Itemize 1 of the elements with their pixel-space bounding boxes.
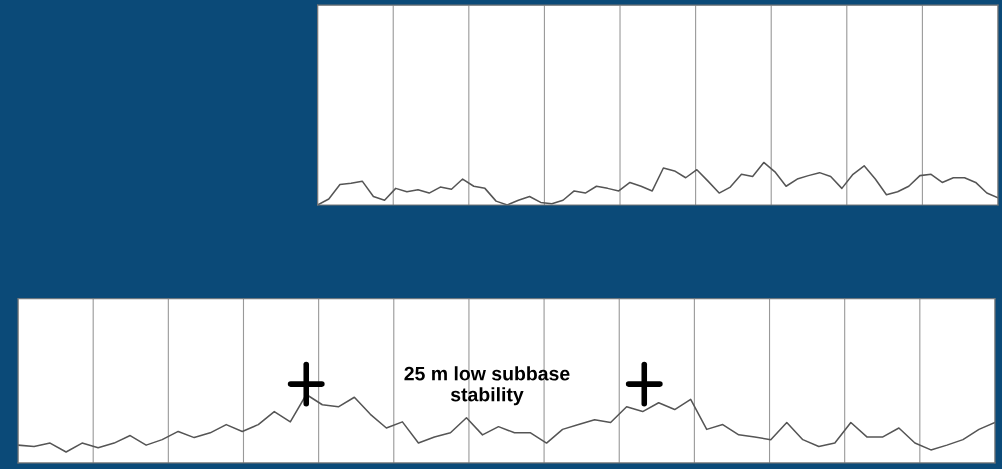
annotation: 25 m low subbase stability bbox=[404, 366, 570, 406]
